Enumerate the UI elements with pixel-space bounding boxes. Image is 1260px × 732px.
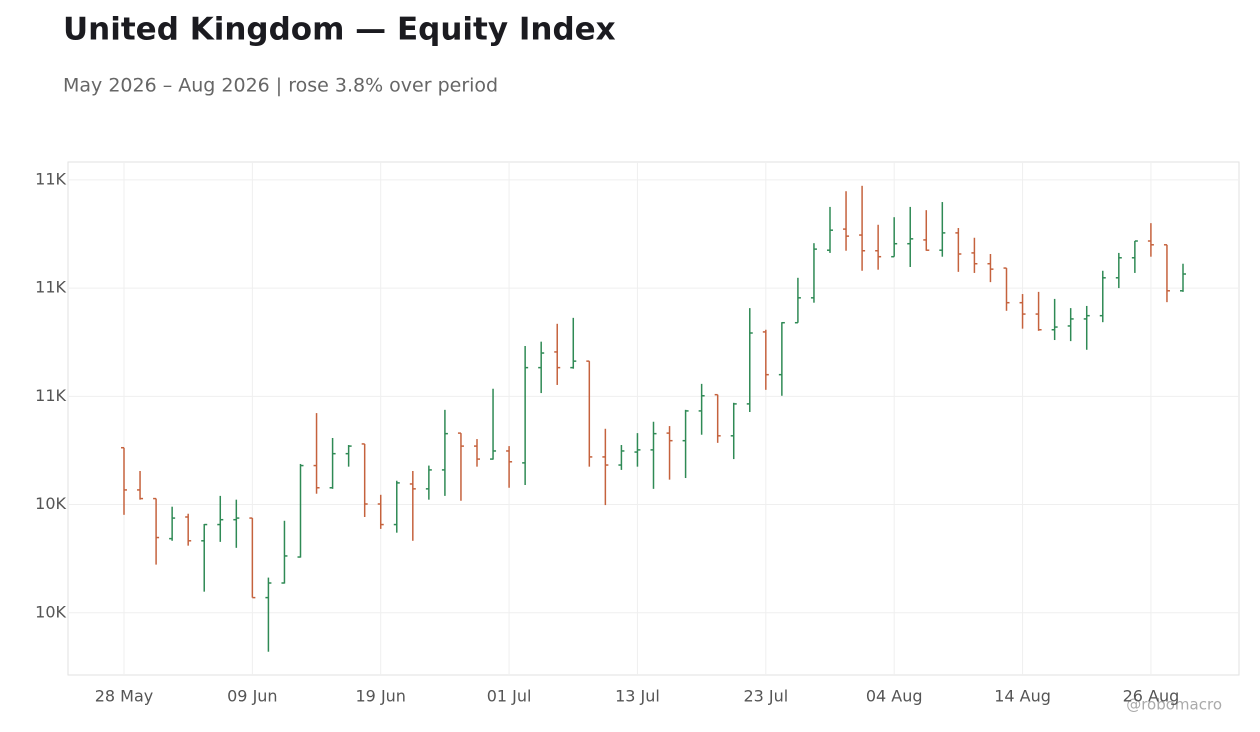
x-tick-label: 23 Jul: [743, 687, 788, 706]
watermark: @robomacro: [1126, 696, 1222, 714]
x-tick-label: 26 Aug: [1123, 687, 1180, 706]
y-tick-label: 11K: [35, 278, 66, 297]
y-tick-label: 11K: [35, 386, 66, 405]
x-tick-label: 04 Aug: [866, 687, 923, 706]
y-tick-label: 11K: [35, 169, 66, 188]
chart-subtitle: May 2026 – Aug 2026 | rose 3.8% over per…: [63, 75, 498, 97]
x-tick-label: 13 Jul: [615, 687, 660, 706]
plot-frame: [67, 161, 1240, 676]
x-tick-label: 09 Jun: [227, 687, 277, 706]
x-tick-label: 14 Aug: [994, 687, 1051, 706]
y-tick-label: 10K: [35, 494, 66, 513]
x-tick-label: 01 Jul: [487, 687, 532, 706]
x-tick-label: 19 Jun: [356, 687, 406, 706]
chart-title: United Kingdom — Equity Index: [63, 12, 616, 48]
y-tick-label: 10K: [35, 602, 66, 621]
x-tick-label: 28 May: [95, 687, 154, 706]
